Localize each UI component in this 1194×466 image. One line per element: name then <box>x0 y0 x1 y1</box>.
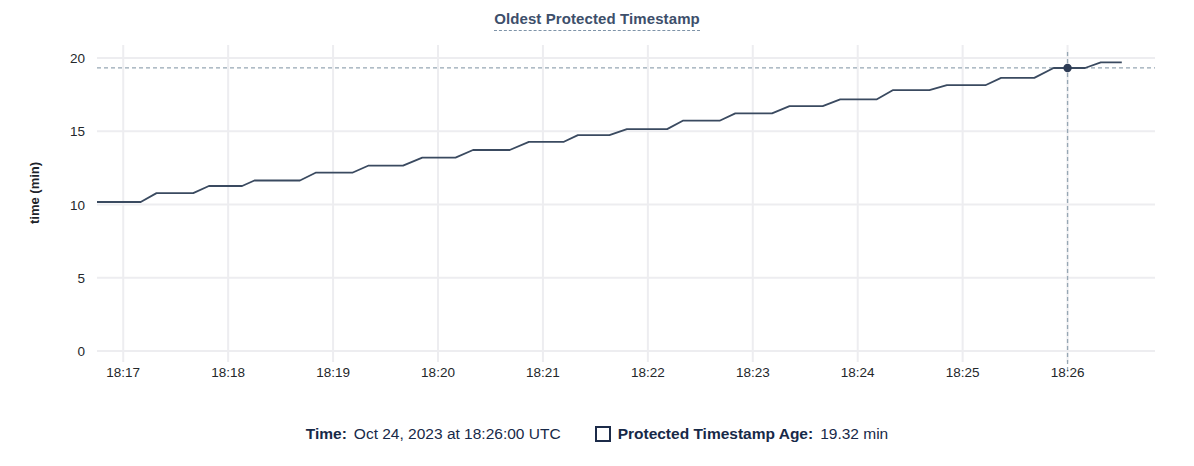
legend-series-item[interactable]: Protected Timestamp Age: 19.32 min <box>595 425 889 443</box>
legend-series-value: 19.32 min <box>820 425 888 443</box>
chart-panel: Oldest Protected Timestamp time (min) 18… <box>0 0 1194 466</box>
chart-title[interactable]: Oldest Protected Timestamp <box>494 10 700 31</box>
y-tick-label: 0 <box>77 344 85 359</box>
x-tick-label: 18:22 <box>631 365 665 380</box>
chart-title-wrap: Oldest Protected Timestamp <box>0 10 1194 31</box>
x-tick-label: 18:21 <box>526 365 560 380</box>
y-tick-label: 15 <box>70 124 85 139</box>
series-checkbox-icon[interactable] <box>595 426 611 442</box>
x-tick-label: 18:17 <box>106 365 140 380</box>
y-tick-label: 20 <box>70 51 85 66</box>
x-tick-label: 18:19 <box>316 365 350 380</box>
legend-time-value: Oct 24, 2023 at 18:26:00 UTC <box>354 425 561 443</box>
data-point-dot <box>1063 64 1071 72</box>
x-tick-label: 18:23 <box>736 365 770 380</box>
x-tick-label: 18:24 <box>841 365 875 380</box>
x-tick-label: 18:20 <box>421 365 455 380</box>
legend-series-label: Protected Timestamp Age: <box>618 425 814 443</box>
y-tick-label: 10 <box>70 198 85 213</box>
timeseries-chart[interactable]: 18:17 18:18 18:19 18:20 18:21 18:22 18:23 18:24… <box>0 40 1194 415</box>
x-tick-label: 18:25 <box>946 365 980 380</box>
chart-legend: Time: Oct 24, 2023 at 18:26:00 UTC Prote… <box>0 421 1194 447</box>
x-tick-label: 18:18 <box>211 365 245 380</box>
y-tick-label: 5 <box>77 271 85 286</box>
legend-time-label: Time: <box>306 425 347 443</box>
legend-time: Time: Oct 24, 2023 at 18:26:00 UTC <box>306 425 561 443</box>
